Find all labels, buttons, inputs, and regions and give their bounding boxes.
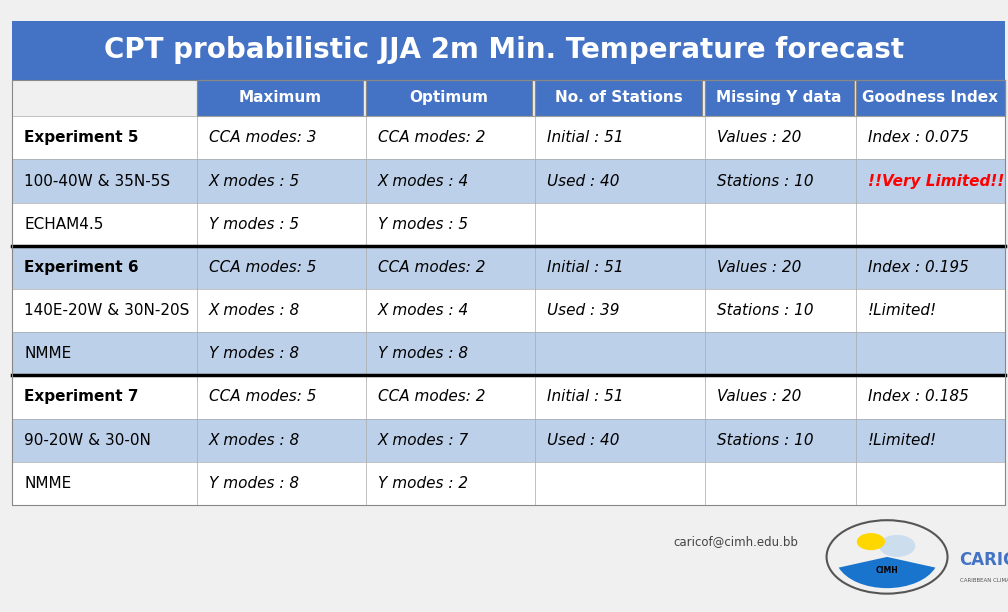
Text: Experiment 7: Experiment 7 (24, 389, 139, 405)
Text: No. of Stations: No. of Stations (554, 91, 682, 105)
Text: Missing Y data: Missing Y data (717, 91, 842, 105)
FancyBboxPatch shape (12, 203, 1005, 246)
Text: X modes : 8: X modes : 8 (209, 303, 300, 318)
Text: Index : 0.075: Index : 0.075 (868, 130, 969, 146)
Text: Used : 39: Used : 39 (547, 303, 620, 318)
Text: Experiment 6: Experiment 6 (24, 260, 139, 275)
Text: Y modes : 5: Y modes : 5 (378, 217, 468, 232)
Text: Goodness Index: Goodness Index (863, 91, 998, 105)
Text: Used : 40: Used : 40 (547, 433, 620, 447)
Circle shape (857, 533, 885, 550)
FancyBboxPatch shape (12, 21, 1005, 80)
FancyBboxPatch shape (12, 375, 1005, 419)
Text: Maximum: Maximum (238, 91, 322, 105)
Text: 90-20W & 30-0N: 90-20W & 30-0N (24, 433, 151, 447)
Text: !Limited!: !Limited! (868, 303, 937, 318)
Text: 100-40W & 35N-5S: 100-40W & 35N-5S (24, 174, 170, 188)
Text: Stations : 10: Stations : 10 (717, 433, 813, 447)
Text: Index : 0.185: Index : 0.185 (868, 389, 969, 405)
Text: CCA modes: 3: CCA modes: 3 (209, 130, 317, 146)
Text: CCA modes: 2: CCA modes: 2 (378, 130, 486, 146)
Text: NMME: NMME (24, 346, 72, 361)
FancyBboxPatch shape (12, 332, 1005, 375)
Text: Index : 0.195: Index : 0.195 (868, 260, 969, 275)
FancyBboxPatch shape (12, 246, 1005, 289)
Text: CARICOF: CARICOF (960, 551, 1008, 569)
FancyBboxPatch shape (856, 80, 1005, 116)
Text: 140E-20W & 30N-20S: 140E-20W & 30N-20S (24, 303, 190, 318)
Wedge shape (839, 557, 935, 588)
Text: Y modes : 8: Y modes : 8 (209, 476, 298, 491)
FancyBboxPatch shape (535, 80, 702, 116)
FancyBboxPatch shape (12, 289, 1005, 332)
Text: Initial : 51: Initial : 51 (547, 389, 624, 405)
Text: CCA modes: 2: CCA modes: 2 (378, 260, 486, 275)
Text: Initial : 51: Initial : 51 (547, 130, 624, 146)
Circle shape (879, 535, 915, 557)
Text: Initial : 51: Initial : 51 (547, 260, 624, 275)
Text: CPT probabilistic JJA 2m Min. Temperature forecast: CPT probabilistic JJA 2m Min. Temperatur… (104, 37, 904, 64)
Text: Optimum: Optimum (409, 91, 489, 105)
FancyBboxPatch shape (705, 80, 854, 116)
Text: CIMH: CIMH (876, 566, 898, 575)
Text: X modes : 5: X modes : 5 (209, 174, 300, 188)
Text: CCA modes: 5: CCA modes: 5 (209, 389, 317, 405)
FancyBboxPatch shape (197, 80, 363, 116)
Text: ECHAM4.5: ECHAM4.5 (24, 217, 104, 232)
Text: !!Very Limited!!: !!Very Limited!! (868, 174, 1004, 188)
Text: Values : 20: Values : 20 (717, 130, 801, 146)
FancyBboxPatch shape (12, 160, 1005, 203)
Text: X modes : 8: X modes : 8 (209, 433, 300, 447)
Text: X modes : 4: X modes : 4 (378, 303, 470, 318)
FancyBboxPatch shape (12, 80, 194, 116)
Text: NMME: NMME (24, 476, 72, 491)
Text: !Limited!: !Limited! (868, 433, 937, 447)
FancyBboxPatch shape (12, 461, 1005, 505)
Text: X modes : 7: X modes : 7 (378, 433, 470, 447)
Text: Y modes : 5: Y modes : 5 (209, 217, 298, 232)
Text: Y modes : 2: Y modes : 2 (378, 476, 468, 491)
Text: Stations : 10: Stations : 10 (717, 174, 813, 188)
Text: Values : 20: Values : 20 (717, 389, 801, 405)
Text: caricof@cimh.edu.bb: caricof@cimh.edu.bb (673, 535, 798, 548)
Text: Used : 40: Used : 40 (547, 174, 620, 188)
Text: Stations : 10: Stations : 10 (717, 303, 813, 318)
Text: Experiment 5: Experiment 5 (24, 130, 139, 146)
Text: X modes : 4: X modes : 4 (378, 174, 470, 188)
Text: CARIBBEAN CLIMATE OUTLOOK FORUM: CARIBBEAN CLIMATE OUTLOOK FORUM (960, 578, 1008, 583)
Text: CCA modes: 5: CCA modes: 5 (209, 260, 317, 275)
FancyBboxPatch shape (366, 80, 532, 116)
Text: CCA modes: 2: CCA modes: 2 (378, 389, 486, 405)
Text: Values : 20: Values : 20 (717, 260, 801, 275)
Text: Y modes : 8: Y modes : 8 (378, 346, 468, 361)
Text: Y modes : 8: Y modes : 8 (209, 346, 298, 361)
FancyBboxPatch shape (12, 419, 1005, 461)
FancyBboxPatch shape (12, 116, 1005, 160)
